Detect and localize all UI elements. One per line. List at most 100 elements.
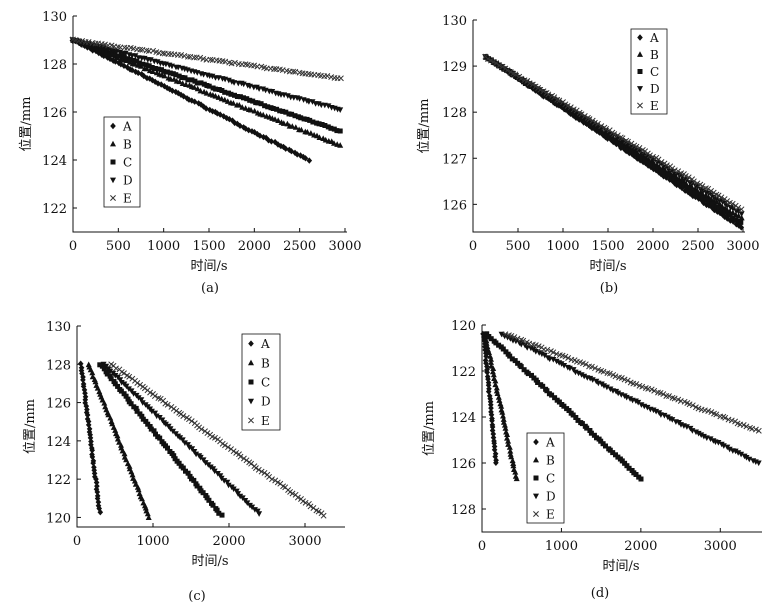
- panel-caption: (c): [188, 589, 205, 604]
- y-axis-title: 位置/mm: [417, 98, 432, 153]
- data-point: [224, 444, 232, 451]
- y-tick-label: 124: [42, 154, 67, 169]
- legend-label-A: A: [649, 31, 659, 45]
- y-tick-label: 129: [442, 60, 467, 75]
- data-point: [248, 460, 255, 467]
- data-point: [173, 407, 180, 414]
- y-tick-label: 126: [46, 397, 71, 412]
- legend-label-E: E: [123, 192, 132, 206]
- y-tick-label: 126: [451, 457, 476, 472]
- x-tick-label: 2000: [238, 239, 271, 254]
- x-tick-label: 1000: [546, 239, 579, 254]
- panel-caption: (b): [600, 281, 618, 296]
- x-tick-label: 1500: [192, 239, 225, 254]
- legend-marker-C: [248, 379, 254, 385]
- y-tick-label: 120: [46, 511, 71, 526]
- y-tick-label: 122: [46, 473, 71, 488]
- y-tick-label: 128: [42, 58, 67, 73]
- x-tick-label: 3000: [704, 539, 737, 554]
- legend-label-A: A: [545, 436, 555, 450]
- axes-d: [481, 325, 762, 533]
- legend-label-D: D: [123, 174, 133, 188]
- y-tick-label: 130: [42, 10, 67, 25]
- data-point: [134, 379, 141, 387]
- y-axis-title: 位置/mm: [19, 96, 34, 151]
- y-axis-title: 位置/mm: [422, 401, 437, 456]
- legend-box: [526, 432, 565, 524]
- x-tick-label: 1000: [136, 534, 169, 549]
- x-tick-label: 2000: [636, 239, 669, 254]
- legend-label-C: C: [123, 156, 132, 170]
- panel-b: 0 500 1000 1500 2000 2500 3000 126 127 128 129 130 时…: [417, 14, 760, 296]
- x-tick-label: 3000: [328, 239, 361, 254]
- panel-caption: (d): [591, 586, 609, 601]
- x-tick-label: 500: [506, 239, 531, 254]
- y-tick-label: 128: [451, 503, 476, 518]
- x-tick-label: 1000: [147, 239, 180, 254]
- y-tick-label: 124: [451, 411, 476, 426]
- y-tick-label: 124: [46, 435, 71, 450]
- x-tick-label: 0: [73, 534, 81, 549]
- data-point: [256, 511, 263, 517]
- data-point: [320, 512, 327, 519]
- y-axis-title: 位置/mm: [23, 399, 38, 454]
- x-axis-title: 时间/s: [602, 559, 639, 574]
- x-tick-label: 0: [69, 239, 77, 254]
- x-tick-label: 1000: [545, 539, 578, 554]
- series-c-A: [77, 360, 104, 516]
- x-tick-label: 2000: [624, 539, 657, 554]
- data-point: [231, 59, 238, 66]
- legend-marker-C: [637, 69, 643, 74]
- panel-caption: (a): [201, 281, 219, 296]
- y-tick-label: 126: [42, 106, 67, 121]
- legend-label-D: D: [650, 82, 660, 96]
- legend-label-C: C: [261, 376, 270, 390]
- legend-label-D: D: [261, 395, 271, 409]
- data-point: [324, 72, 331, 80]
- data-point: [738, 219, 744, 225]
- data-point: [185, 416, 193, 423]
- series-c-D: [100, 361, 263, 517]
- legend-label-C: C: [546, 472, 555, 486]
- x-axis-title: 时间/s: [589, 259, 626, 274]
- data-point: [337, 128, 343, 134]
- legend-label-B: B: [261, 356, 270, 370]
- panel-c: 0 1000 2000 3000 120 122 124 126 128 130 时间/s 位置/mm…: [23, 320, 345, 604]
- x-tick-label: 2000: [212, 534, 245, 549]
- x-tick-label: 0: [469, 239, 477, 254]
- x-axis-title: 时间/s: [190, 259, 227, 274]
- legend-box: [241, 333, 281, 431]
- legend-label-E: E: [650, 99, 659, 113]
- data-point: [219, 512, 225, 518]
- y-tick-label: 130: [46, 320, 71, 335]
- data-point: [165, 50, 172, 58]
- y-tick-label: 128: [46, 358, 71, 373]
- x-tick-label: 1500: [591, 239, 624, 254]
- series-b-E: [482, 53, 745, 213]
- legend-label-E: E: [546, 508, 555, 522]
- data-point: [638, 476, 644, 482]
- x-tick-label: 3000: [288, 534, 321, 549]
- x-tick-label: 2500: [283, 239, 316, 254]
- axes-c: [76, 326, 345, 528]
- legend-label-D: D: [546, 490, 556, 504]
- panel-d: 0 1000 2000 3000 120 122 124 126 128 时间/s 位置/mm (d)…: [422, 319, 762, 601]
- data-point: [120, 370, 128, 377]
- legend-box: [630, 28, 668, 115]
- data-point: [337, 75, 344, 82]
- legend-box: [103, 116, 141, 208]
- data-point: [137, 381, 144, 388]
- legend-marker-C: [110, 159, 116, 165]
- y-tick-label: 120: [451, 319, 476, 334]
- x-tick-label: 2500: [681, 239, 714, 254]
- legend-label-E: E: [261, 414, 270, 428]
- legend-label-B: B: [123, 138, 132, 152]
- legend-label-A: A: [260, 337, 270, 351]
- y-tick-label: 122: [42, 202, 67, 217]
- y-tick-label: 122: [451, 365, 476, 380]
- legend-label-B: B: [650, 48, 659, 62]
